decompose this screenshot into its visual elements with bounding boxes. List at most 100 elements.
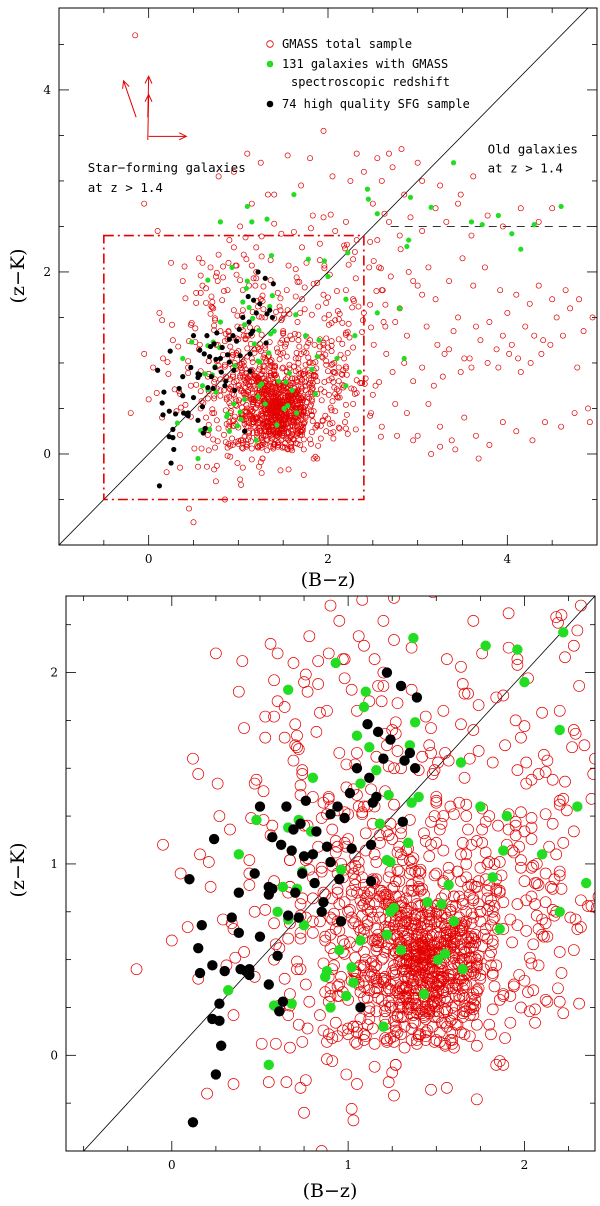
top-gmass-point — [321, 265, 328, 272]
top-gmass-point — [252, 405, 259, 412]
top-gmass-point — [522, 323, 529, 330]
bottom-gmass-point — [550, 611, 563, 623]
bottom-gmass-point — [414, 957, 427, 970]
bottom-gmass-point — [336, 1024, 349, 1037]
bottom-gmass-point — [405, 683, 418, 696]
top-gmass-point — [325, 391, 332, 398]
top-gmass-point — [359, 329, 366, 335]
top-gmass-point — [222, 439, 229, 446]
top-gmass-point — [239, 373, 246, 380]
top-gmass-point — [260, 283, 267, 290]
bottom-gmass-point — [509, 815, 522, 828]
bottom-gmass-point — [389, 1059, 402, 1071]
bottom-sfg-point — [207, 960, 218, 971]
top-sfg-point — [167, 348, 173, 354]
bottom-gmass-point — [322, 791, 335, 803]
top-gmass-point — [434, 341, 441, 348]
top-gmass-point — [240, 251, 247, 258]
arrows — [122, 75, 188, 141]
top-gmass-point — [259, 455, 266, 462]
bottom-gmass-point — [567, 724, 580, 736]
top-gmass-point — [367, 238, 374, 245]
top-gmass-point — [353, 150, 360, 157]
top-gmass-point — [374, 155, 381, 162]
bottom-gmass-point — [331, 886, 344, 899]
top-gmass-point — [286, 310, 293, 317]
bottom-gmass-point — [370, 923, 383, 935]
top-gmass-point — [320, 341, 327, 348]
top-gmass-point — [299, 399, 305, 406]
bottom-sfg-point — [275, 839, 287, 850]
top-gmass-point — [320, 127, 327, 134]
bottom-gmass-point — [479, 846, 492, 859]
bottom-gmass-point — [511, 919, 524, 932]
bottom-gmass-point — [393, 890, 406, 903]
bottom-spec-z-point — [385, 856, 396, 868]
top-gmass-point — [294, 423, 301, 430]
top-gmass-point — [185, 370, 192, 376]
top-sfg-point — [207, 353, 213, 360]
bottom-spec-z-point — [378, 1021, 389, 1032]
top-gmass-point — [270, 379, 277, 386]
top-gmass-point — [237, 277, 244, 284]
top-gmass-point — [221, 288, 227, 295]
bottom-sfg-point — [335, 916, 347, 927]
top-gmass-point — [213, 269, 220, 276]
top-sfg-point — [250, 328, 256, 334]
top-gmass-point — [344, 329, 351, 335]
top-gmass-point — [293, 379, 300, 386]
top-gmass-point — [208, 293, 215, 300]
bottom-gmass-point — [296, 892, 309, 905]
top-gmass-point — [291, 330, 298, 337]
top-gmass-point — [282, 444, 288, 451]
bottom-gmass-point — [351, 747, 363, 759]
top-spec-z-point — [240, 299, 246, 305]
bottom-gmass-point — [307, 926, 319, 939]
top-gmass-point — [332, 317, 339, 324]
top-gmass-point — [271, 363, 278, 370]
top-gmass-point — [468, 232, 475, 239]
top-gmass-point — [272, 407, 279, 414]
bottom-gmass-point — [471, 1039, 483, 1052]
bottom-gmass-point — [439, 907, 451, 920]
bottom-gmass-point — [435, 909, 448, 922]
top-gmass-point — [278, 317, 285, 324]
bottom-gmass-point — [204, 881, 217, 893]
bottom-gmass-point — [361, 890, 374, 903]
bottom-gmass-point — [515, 861, 527, 874]
top-gmass-point — [423, 323, 430, 330]
top-gmass-point — [256, 419, 262, 426]
top-gmass-point — [230, 373, 236, 380]
bottom-gmass-point — [335, 970, 347, 983]
bottom-sfg-point — [263, 881, 274, 893]
bottom-gmass-point — [592, 891, 595, 902]
top-spec-z-point — [283, 379, 289, 385]
top-gmass-point — [589, 314, 596, 321]
top-gmass-point — [235, 382, 242, 389]
top-gmass-point — [207, 264, 214, 271]
bottom-gmass-point — [384, 1001, 397, 1014]
bottom-gmass-point — [389, 716, 402, 729]
top-spec-z-point — [259, 381, 265, 387]
top-spec-z-point — [267, 303, 273, 310]
top-gmass-point — [187, 321, 194, 328]
bottom-sfg-point — [300, 795, 312, 806]
star-forming-label: Star−forming galaxies — [88, 160, 246, 175]
bottom-gmass-point — [437, 844, 450, 857]
bottom-gmass-point — [497, 988, 510, 1000]
top-gmass-point — [317, 386, 324, 393]
top-gmass-point — [258, 389, 265, 396]
top-gmass-point — [292, 293, 299, 300]
top-gmass-point — [448, 437, 455, 444]
bottom-sfg-point — [309, 877, 320, 889]
bottom-gmass-point — [395, 827, 407, 840]
top-gmass-point — [186, 505, 192, 512]
top-gmass-point — [308, 411, 315, 418]
top-gmass-point — [282, 343, 288, 350]
bottom-gmass-point — [455, 660, 467, 673]
top-gmass-point — [275, 439, 282, 446]
top-spec-z-point — [231, 401, 237, 407]
top-gmass-point — [211, 322, 218, 329]
top-spec-z-point — [246, 304, 252, 311]
top-gmass-point — [269, 435, 276, 442]
